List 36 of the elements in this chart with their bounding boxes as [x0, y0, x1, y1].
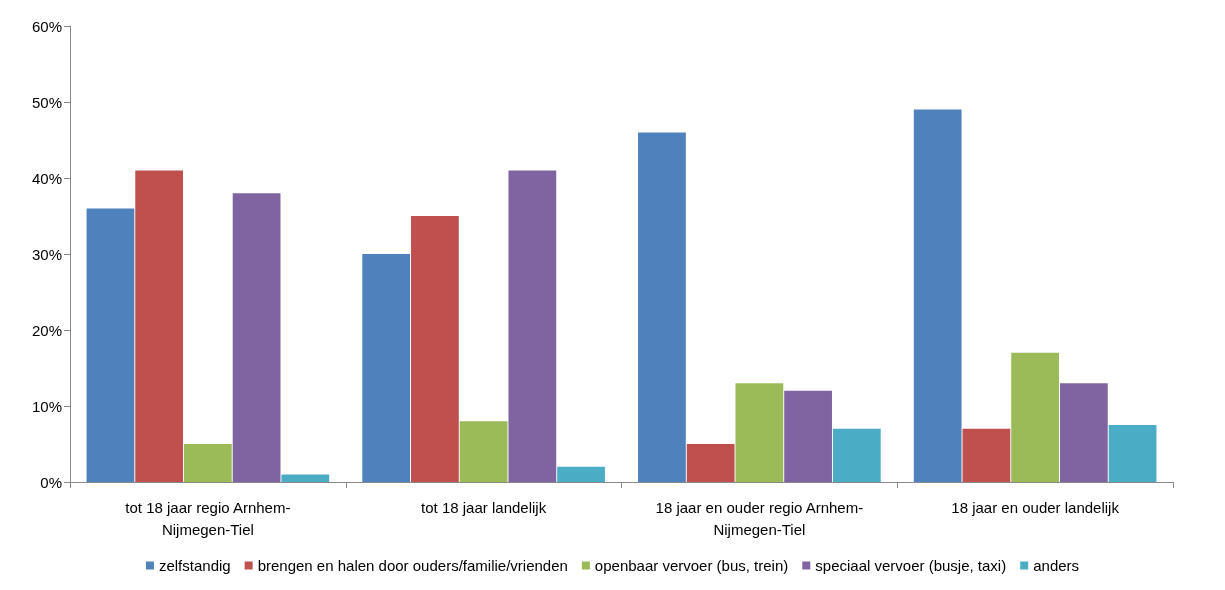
- bar: [508, 170, 557, 482]
- y-tick-label: 40%: [31, 169, 62, 187]
- bar: [1059, 383, 1108, 482]
- bar: [86, 208, 135, 482]
- bar: [183, 444, 232, 482]
- y-tick-label: 0%: [40, 473, 62, 491]
- bar: [1108, 425, 1157, 482]
- y-tick-label: 50%: [31, 93, 62, 111]
- bar: [913, 109, 962, 482]
- bar: [638, 132, 686, 482]
- x-tick-label: tot 18 jaar landelijk: [421, 498, 547, 516]
- bar: [962, 428, 1011, 482]
- legend-label: openbaar vervoer (bus, trein): [594, 557, 789, 574]
- y-tick-label: 30%: [31, 245, 62, 263]
- bar: [232, 193, 281, 482]
- bar: [281, 474, 330, 482]
- bar: [832, 428, 881, 482]
- x-tick-label: 18 jaar en ouder landelijk: [951, 498, 1120, 516]
- x-tick-label: tot 18 jaar regio Arnhem-Nijmegen-Tiel: [125, 498, 291, 538]
- y-tick-label: 60%: [31, 17, 62, 35]
- legend-label: speciaal vervoer (busje, taxi): [815, 557, 1007, 574]
- bar: [459, 421, 508, 482]
- bar: [735, 383, 784, 482]
- bar: [362, 254, 411, 482]
- bar: [1011, 352, 1060, 482]
- y-tick-label: 20%: [31, 321, 62, 339]
- legend-label: zelfstandig: [158, 557, 231, 574]
- bar: [135, 170, 184, 482]
- bar: [557, 466, 605, 482]
- legend-label: anders: [1033, 557, 1080, 574]
- y-tick-label: 10%: [31, 397, 62, 415]
- bar: [411, 216, 459, 482]
- bar: [686, 444, 735, 482]
- legend-label: brengen en halen door ouders/familie/vrienden: [257, 557, 568, 574]
- bar: [784, 390, 832, 482]
- x-tick-label: 18 jaar en ouder regio Arnhem-Nijmegen-Tiel: [655, 498, 864, 538]
